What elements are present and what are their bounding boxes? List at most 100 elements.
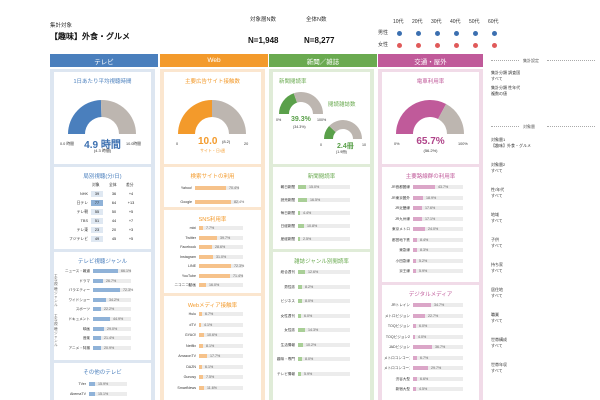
web-media-track	[199, 385, 243, 390]
sidebar-head-settings-rule-right	[547, 60, 595, 61]
digital-track	[413, 387, 463, 391]
tv-genre-value: 21.4%	[104, 336, 115, 341]
tv-genre-track	[93, 297, 131, 302]
web-search-panel: 検索サイトの利用 Yahoo! 70.4% Google 82.4%	[164, 167, 261, 207]
digital-value: 6.6%	[420, 376, 429, 381]
paper-gauge-fill	[279, 93, 298, 114]
total-n-value: N=8,277	[304, 36, 335, 45]
total-n-label: 全体N数	[306, 17, 327, 23]
digital-title: デジタルメディア	[408, 292, 453, 298]
paper-label: 毎日新聞	[280, 211, 295, 215]
digital-label: 渋谷大型	[395, 376, 410, 381]
filter-value[interactable]: すべて	[491, 343, 503, 348]
mag-label: 趣味・専門	[277, 357, 295, 361]
web-media-bar	[199, 312, 202, 316]
tab-traffic[interactable]: 交通・屋外	[378, 54, 483, 67]
mag-gauge-sub: (1.9冊)	[336, 150, 347, 154]
tab-tv[interactable]: テレビ	[50, 54, 158, 67]
station-total: 45	[111, 237, 117, 241]
tv-genre-bar	[93, 326, 104, 331]
female-age-toggle[interactable]	[492, 43, 497, 48]
line-label: JR東京圏外	[391, 195, 410, 200]
filter-value[interactable]: すべて	[491, 243, 503, 248]
digital-bar	[413, 334, 415, 339]
line-bar	[413, 195, 423, 200]
mag-value: 14.3%	[308, 328, 319, 332]
paper-gauge-min: 0%	[276, 118, 282, 122]
filter-sidebar: 集計設定 集計分類 調査国 すべて 集計分類 性年代 複数の値 対象層 対象層1 【趣味】外食…	[487, 54, 600, 400]
tv-genre-label: 音楽	[82, 336, 90, 341]
paper-bar	[298, 198, 307, 202]
tv-gauge-min: 0.0 時間	[60, 142, 74, 146]
stations-header: 差分	[126, 183, 134, 187]
line-track	[413, 237, 463, 242]
digital-label: JADビジョン	[388, 345, 410, 349]
female-age-toggle[interactable]	[473, 43, 478, 48]
web-sns-bar	[199, 226, 203, 230]
filter-value[interactable]: すべて	[491, 76, 503, 81]
web-sns-label: Instagram	[180, 254, 196, 259]
web-gauge-fill	[178, 100, 212, 134]
female-age-toggle[interactable]	[397, 43, 402, 48]
filter-value[interactable]: すべて	[491, 293, 503, 298]
female-age-toggle[interactable]	[454, 43, 459, 48]
filter-value[interactable]: すべて	[491, 168, 503, 173]
target-value: 【趣味】外食・グルメ	[50, 32, 130, 41]
filter-value[interactable]: すべて	[491, 368, 503, 373]
male-age-toggle[interactable]	[416, 31, 421, 36]
mag-label: 総合週刊	[280, 270, 295, 274]
tv-genre-label: アニメ・特撮	[68, 345, 91, 350]
filter-value[interactable]: 複数の値	[491, 91, 507, 96]
digital-value: 34.7%	[434, 303, 445, 307]
tv-other-track	[89, 392, 127, 396]
line-label: JR近畿線	[394, 206, 410, 210]
tv-genre-bar	[93, 345, 101, 350]
filter-value[interactable]: すべて	[491, 193, 503, 198]
tv-genre-panel: テレビ視聴ジャンル 主な視聴ジャンル 主な視聴ジャンル ニュース・報道 66.1% ドラマ…	[54, 252, 151, 360]
mag-gauge-value: 2.4冊	[337, 143, 354, 150]
mag-value: 8.2%	[305, 284, 314, 289]
filter-value[interactable]: すべて	[491, 218, 503, 223]
paper-gauge-rest	[293, 92, 323, 114]
web-gauge-title: 主要広告サイト接触数	[184, 79, 240, 85]
web-sns-bar	[199, 273, 230, 278]
filter-value[interactable]: 【趣味】外食・グルメ	[491, 143, 531, 148]
digital-label: TOQビジョン	[387, 324, 410, 328]
filter-label: 集計分類 性年代	[491, 85, 521, 90]
web-media-bar	[199, 322, 201, 327]
female-age-toggle[interactable]	[416, 43, 421, 48]
male-age-toggle[interactable]	[454, 31, 459, 36]
tab-web[interactable]: Web	[160, 54, 268, 67]
tv-genre-value: 34.2%	[109, 297, 120, 302]
male-age-toggle[interactable]	[492, 31, 497, 36]
station-target: 49	[91, 236, 103, 242]
mag-label: 女性週刊	[280, 313, 295, 318]
male-age-toggle[interactable]	[397, 31, 402, 36]
web-sns-value: 7.7%	[206, 226, 215, 230]
station-target: 23	[91, 227, 103, 233]
traffic-lines-panel: 主要路線群の利用率 JR首都圏線 43.7% JR東京圏外 18.9% JR近畿線 17.6…	[382, 167, 479, 282]
male-age-toggle[interactable]	[435, 31, 440, 36]
station-target: 51	[91, 218, 103, 224]
tab-news[interactable]: 新聞／雑誌	[269, 54, 377, 67]
age-label: 10代	[393, 19, 404, 25]
paper-gauge-title: 新聞閲読率	[279, 79, 307, 85]
tv-other-title: その他のテレビ	[83, 370, 122, 376]
mag-value: 12.6%	[308, 270, 319, 274]
paper-bar	[298, 224, 304, 228]
filter-value[interactable]: すべて	[491, 318, 503, 323]
tv-genre-bar	[93, 269, 118, 273]
web-media-label: Hulu	[188, 312, 196, 316]
traffic-gauge-min: 0%	[394, 142, 400, 146]
station-total: 64	[111, 201, 117, 205]
header: 集計対象 【趣味】外食・グルメ 対象層N数 N=1,948 全体N数 N=8,2…	[0, 0, 600, 52]
station-total: 44	[111, 219, 117, 223]
tv-gauge	[68, 100, 136, 134]
male-age-toggle[interactable]	[473, 31, 478, 36]
female-age-toggle[interactable]	[435, 43, 440, 48]
digital-track	[413, 376, 463, 381]
paper-bar	[298, 185, 306, 189]
line-bar	[413, 248, 417, 252]
filter-value[interactable]: すべて	[491, 268, 503, 273]
lines-title: 主要路線群の利用率	[405, 174, 456, 180]
